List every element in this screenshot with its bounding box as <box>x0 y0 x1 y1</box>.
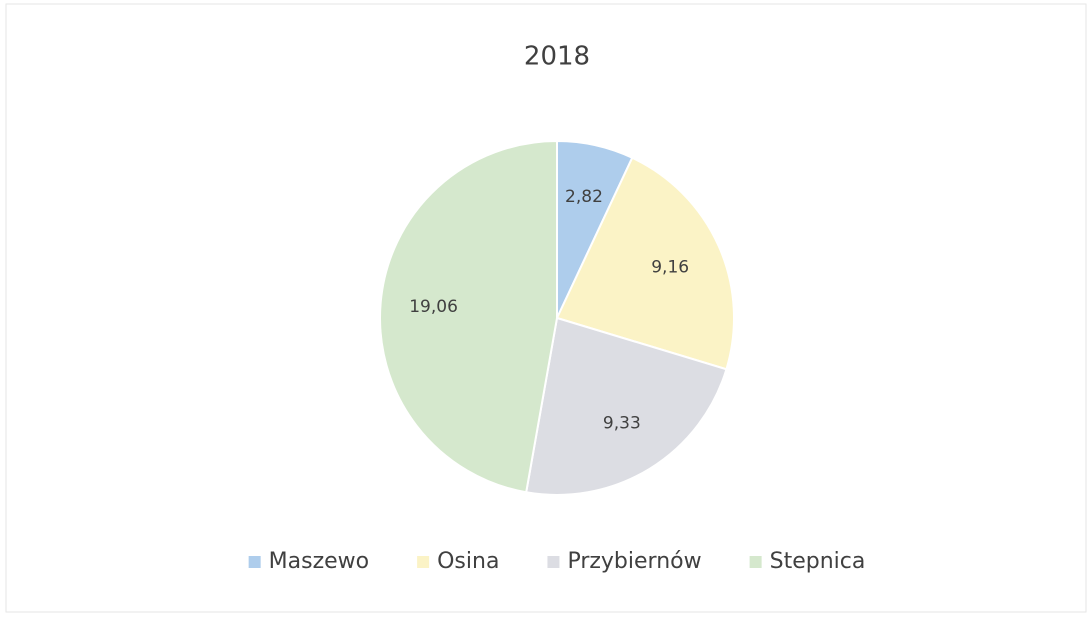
pie-slice <box>525 316 728 496</box>
legend-label: Przybiernów <box>567 549 701 574</box>
data-label: 2,82 <box>565 187 603 207</box>
legend-swatch <box>248 556 261 568</box>
legend-swatch <box>417 556 430 568</box>
legend-label: Osina <box>437 549 499 574</box>
pie-slice <box>379 139 558 494</box>
legend-label: Stepnica <box>770 549 866 574</box>
legend-swatch <box>547 556 560 568</box>
chart-title: 2018 <box>524 42 590 72</box>
chart-border <box>5 3 1087 613</box>
data-label: 9,33 <box>603 414 641 434</box>
legend-label: Maszewo <box>269 549 369 574</box>
pie-slice <box>555 156 735 371</box>
data-label: 9,16 <box>651 258 689 278</box>
data-label: 19,06 <box>409 297 458 317</box>
legend-swatch <box>749 556 762 568</box>
